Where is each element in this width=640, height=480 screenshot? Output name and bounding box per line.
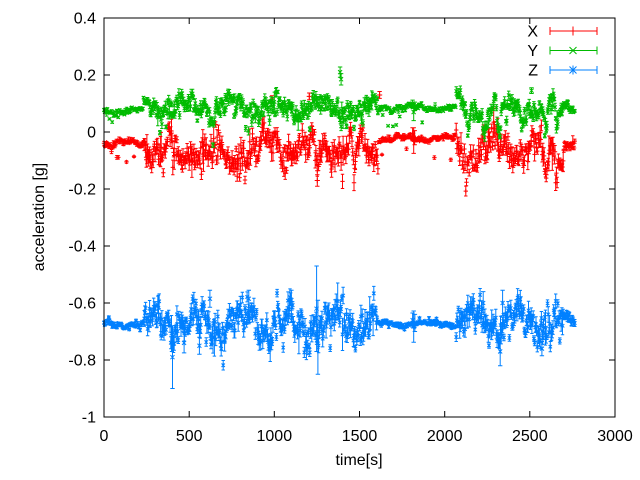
y-tick-label: 0.2	[74, 68, 96, 85]
y-tick-label: -1	[82, 410, 96, 427]
axes: 0 500 1000 1500 2000 2500 3000 0.4 0.2 0 -0.2 -0.4 -…	[68, 11, 632, 446]
data-series	[101, 66, 577, 389]
x-tick-label: 2000	[427, 428, 463, 445]
x-tick-label: 1500	[342, 428, 378, 445]
x-tick-label: 0	[100, 428, 109, 445]
legend-sample-Z	[549, 65, 598, 75]
y-tick-label: 0.4	[74, 11, 96, 28]
legend-label-Z: Z	[528, 63, 538, 80]
x-tick-label: 2500	[512, 428, 548, 445]
y-tick-label: -0.6	[68, 296, 96, 313]
legend-sample-X	[549, 26, 598, 36]
y-tick-label: -0.8	[68, 353, 96, 370]
legend: XYZ	[527, 24, 598, 80]
series-Z	[101, 265, 577, 389]
x-axis-title: time[s]	[335, 452, 382, 469]
x-tick-label: 3000	[597, 428, 633, 445]
y-tick-label: -0.4	[68, 239, 96, 256]
axis-ticks	[103, 17, 616, 418]
x-tick-label: 500	[176, 428, 203, 445]
legend-sample-Y	[549, 46, 598, 55]
legend-label-Y: Y	[527, 43, 538, 60]
x-tick-label: 1000	[257, 428, 293, 445]
y-tick-label: 0	[87, 125, 96, 142]
y-axis-title: acceleration [g]	[31, 163, 48, 272]
legend-label-X: X	[527, 24, 538, 41]
y-tick-label: -0.2	[68, 182, 96, 199]
